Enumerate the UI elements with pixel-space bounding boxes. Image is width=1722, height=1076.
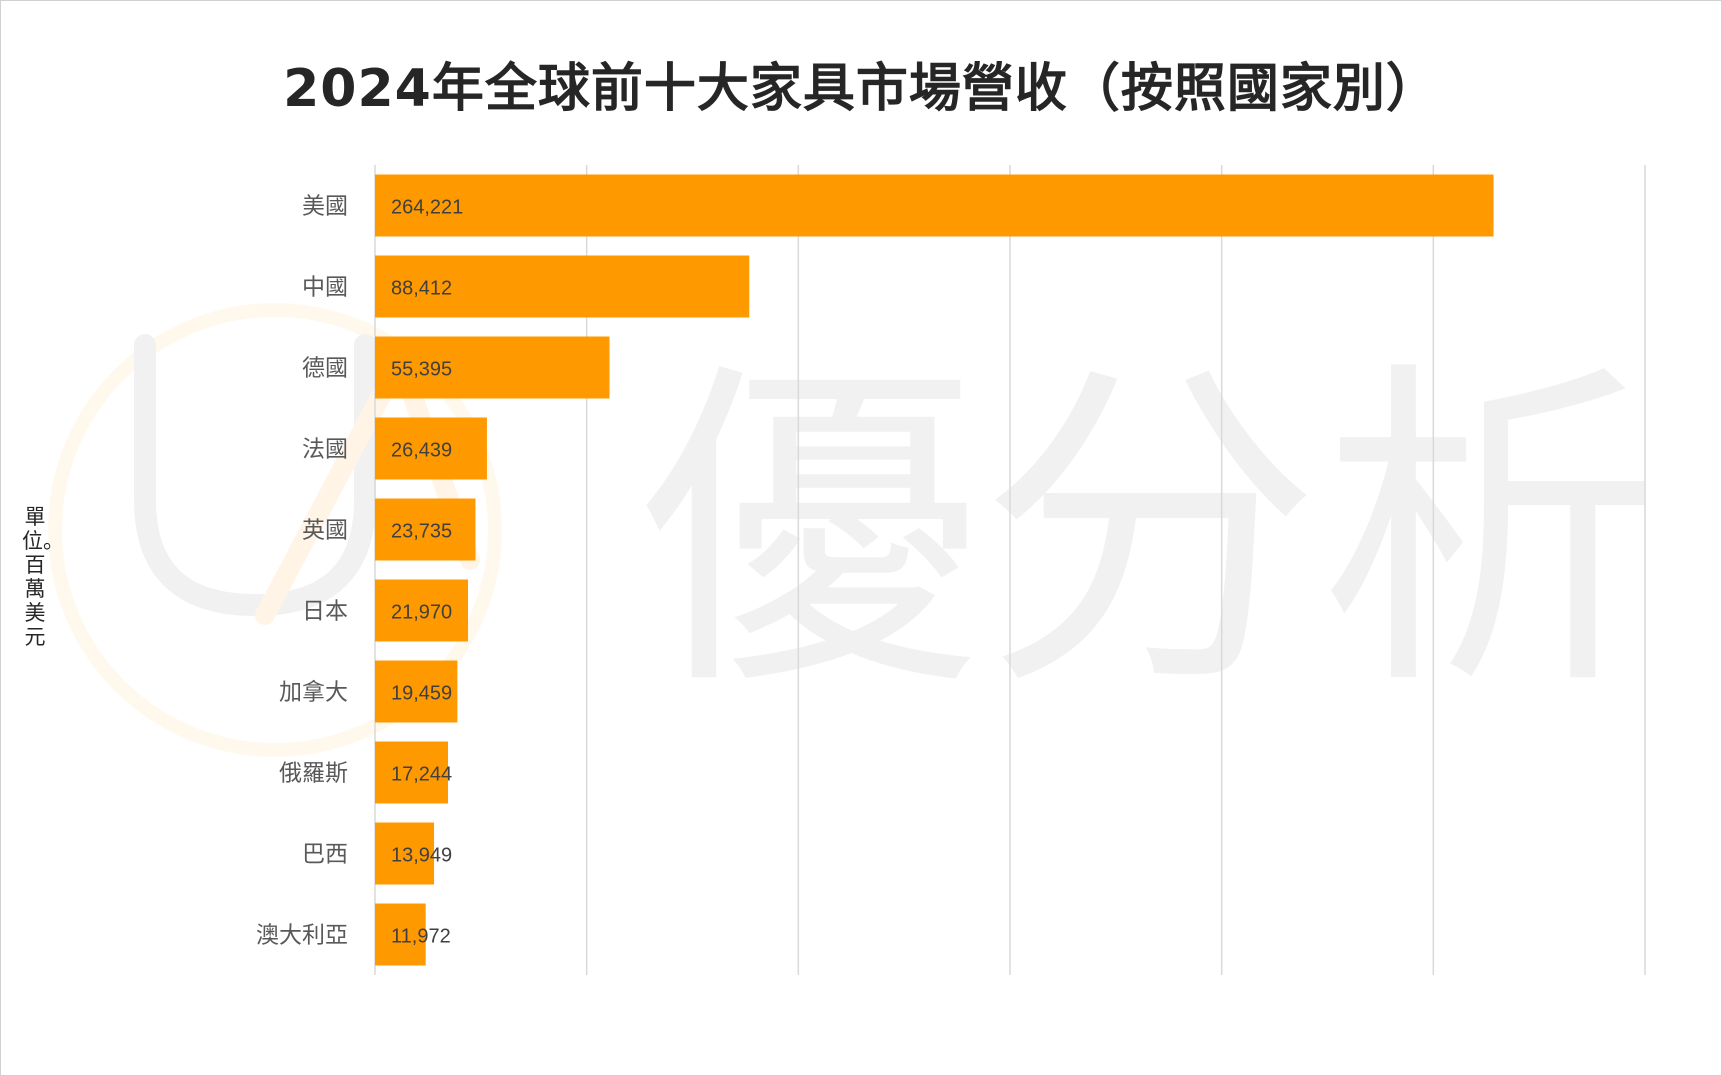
bars (375, 174, 1494, 966)
value-label-3: 26,439 (391, 440, 452, 462)
category-label-9: 澳大利亞 (256, 923, 348, 949)
category-label-4: 英國 (302, 518, 348, 544)
bar-4 (375, 498, 476, 561)
value-label-7: 17,244 (391, 764, 452, 786)
value-label-1: 88,412 (391, 278, 452, 300)
bar-0 (375, 174, 1494, 237)
value-label-8: 13,949 (391, 845, 452, 867)
value-label-5: 21,970 (391, 602, 452, 624)
watermark-text: 優分析 (640, 335, 1660, 731)
category-label-8: 巴西 (302, 842, 348, 868)
value-label-4: 23,735 (391, 521, 452, 543)
value-label-6: 19,459 (391, 683, 452, 705)
bar-8 (375, 822, 435, 885)
value-labels: 264,221 88,412 55,395 26,439 23,735 21,970 19,… (391, 197, 463, 948)
category-label-7: 俄羅斯 (279, 761, 348, 787)
value-label-0: 264,221 (391, 197, 463, 219)
bar-2 (375, 336, 610, 399)
bar-6 (375, 660, 458, 723)
category-label-0: 美國 (302, 194, 348, 220)
bar-1 (375, 255, 750, 318)
category-label-1: 中國 (302, 275, 348, 301)
category-label-5: 日本 (302, 599, 348, 625)
category-label-3: 法國 (302, 437, 348, 463)
value-label-2: 55,395 (391, 359, 452, 381)
bar-7 (375, 741, 448, 804)
chart-title: 2024年全球前十大家具市場營收（按照國家別） (283, 59, 1439, 119)
bar-3 (375, 417, 487, 480)
bar-5 (375, 579, 469, 642)
watermark-logo: 優分析 (48, 303, 1660, 757)
category-label-2: 德國 (302, 356, 348, 382)
category-label-6: 加拿大 (279, 679, 348, 706)
value-label-9: 11,972 (391, 926, 451, 948)
bar-9 (375, 903, 426, 966)
